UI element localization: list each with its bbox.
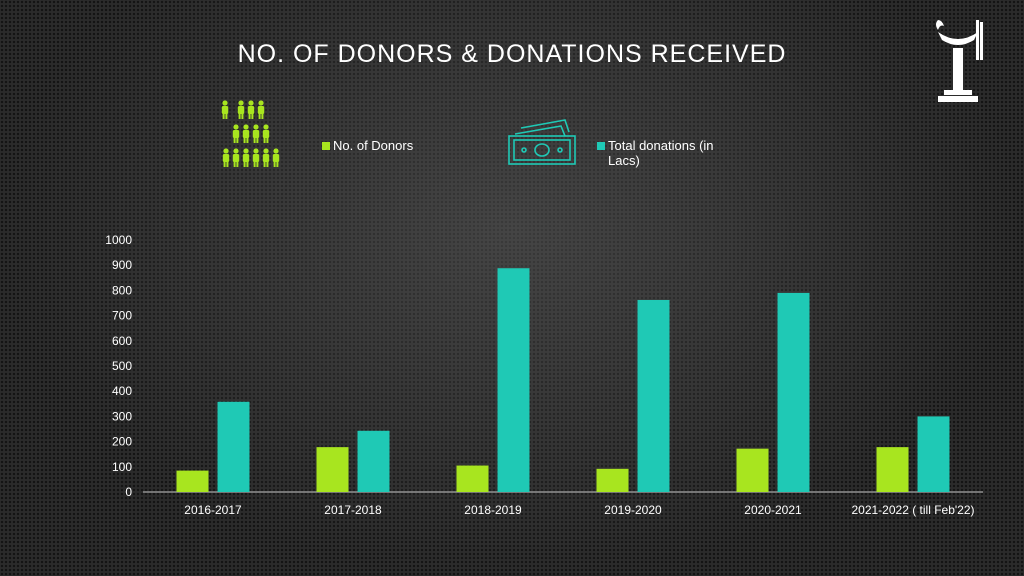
y-tick-label: 1000 [105, 233, 132, 247]
y-tick-label: 300 [112, 409, 132, 423]
bar-donations [497, 268, 530, 492]
y-tick-label: 0 [125, 485, 132, 499]
bar-donations [637, 299, 670, 492]
bar-donations [917, 416, 950, 492]
y-tick-label: 100 [112, 460, 132, 474]
bar-donors [456, 465, 489, 492]
bar-donations [357, 430, 390, 492]
bar-donors [596, 468, 629, 492]
x-tick-label: 2019-2020 [604, 503, 662, 517]
banknote-icon [508, 119, 576, 165]
legend-donations: Total donations (in Lacs) [597, 138, 718, 168]
bar-donors [876, 447, 909, 492]
x-tick-label: 2017-2018 [324, 503, 382, 517]
page-title: NO. OF DONORS & DONATIONS RECEIVED [237, 40, 787, 68]
legend-label-donations: Total donations (in Lacs) [608, 138, 714, 168]
bar-donors [176, 470, 209, 492]
bar-donations [217, 401, 250, 492]
x-tick-label: 2021-2022 ( till Feb'22) [851, 503, 974, 517]
x-tick-label: 2018-2019 [464, 503, 522, 517]
bar-donations [777, 292, 810, 492]
x-tick-label: 2016-2017 [184, 503, 242, 517]
legend-label-donors: No. of Donors [333, 138, 414, 153]
y-tick-label: 500 [112, 359, 132, 373]
y-tick-label: 800 [112, 283, 132, 297]
y-tick-label: 600 [112, 334, 132, 348]
y-tick-label: 200 [112, 435, 132, 449]
y-tick-label: 400 [112, 384, 132, 398]
bar-donors [316, 447, 349, 492]
legend-swatch-donors [322, 142, 330, 150]
y-tick-label: 700 [112, 309, 132, 323]
legend-swatch-donations [597, 142, 605, 150]
y-tick-label: 900 [112, 258, 132, 272]
people-group-icon [221, 100, 280, 167]
bar-donors [736, 448, 769, 492]
legend-donors: No. of Donors [322, 138, 413, 153]
x-tick-label: 2020-2021 [744, 503, 802, 517]
lamp-logo-icon [936, 20, 983, 102]
